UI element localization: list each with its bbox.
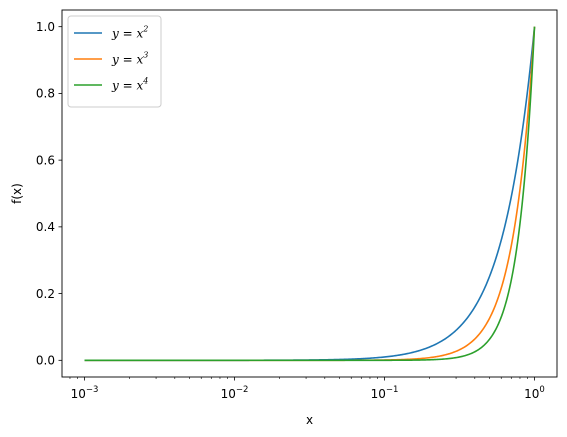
legend-label-1: y = x2 bbox=[111, 25, 148, 41]
axes-frame bbox=[61, 9, 558, 378]
legend: y = x2 y = x3 y = x4 bbox=[67, 15, 162, 108]
x-axis-label: x bbox=[306, 413, 313, 427]
y-tick-label: 0.6 bbox=[36, 153, 55, 167]
series-line-3 bbox=[84, 26, 536, 362]
y-tick-label: 0.0 bbox=[36, 354, 55, 368]
x-tick-label: 10−1 bbox=[371, 385, 399, 401]
x-tick-label: 10−2 bbox=[221, 385, 249, 401]
legend-label-3: y = x4 bbox=[111, 77, 148, 93]
x-tick-label: 100 bbox=[524, 385, 545, 401]
y-axis-label: f(x) bbox=[10, 183, 24, 204]
y-tick-label: 0.2 bbox=[36, 287, 55, 301]
y-tick-label: 0.4 bbox=[36, 220, 55, 234]
x-tick-label: 10−3 bbox=[71, 385, 99, 401]
y-ticks: 0.0 0.2 0.4 0.6 0.8 1.0 bbox=[36, 20, 62, 368]
y-tick-label: 0.8 bbox=[36, 87, 55, 101]
legend-label-2: y = x3 bbox=[111, 51, 148, 67]
x-ticks: 10−3 10−2 10−1 100 bbox=[69, 377, 545, 401]
series-layer bbox=[84, 26, 536, 362]
y-tick-label: 1.0 bbox=[36, 20, 55, 34]
